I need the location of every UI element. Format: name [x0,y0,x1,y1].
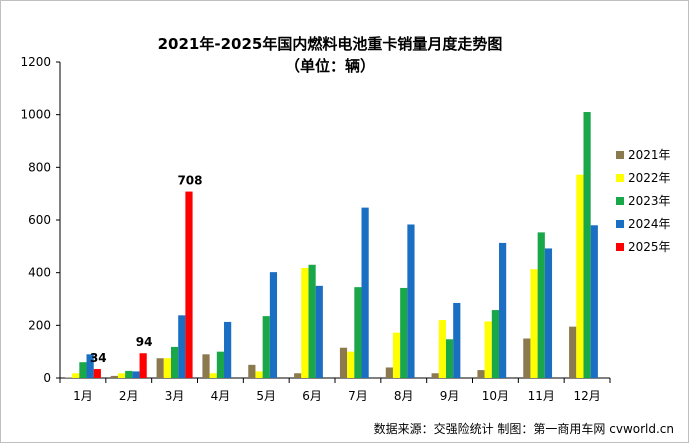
y-axis: 0 200 400 600 800 1000 1200 [20,55,61,385]
y-tick-label: 1200 [20,55,51,69]
x-tick-label: 3月 [165,389,185,403]
legend-swatch [616,174,624,182]
bar [347,351,355,378]
bar [544,248,553,378]
legend-label: 2025年 [628,240,671,254]
legend-label: 2021年 [628,148,671,162]
bar [361,207,369,378]
bar [248,364,256,378]
data-label: 94 [136,335,153,349]
data-label: 708 [177,174,202,188]
bar [79,362,87,378]
x-tick-label: 11月 [528,389,555,403]
data-label: 34 [90,351,107,365]
bar [569,326,577,378]
bar [262,316,270,378]
bar [156,358,164,378]
bar [407,224,415,378]
bar [477,370,485,378]
source-note: 数据来源：交强险统计 制图：第一商用车网 cvworld.cn [374,421,674,436]
bar [163,358,171,378]
bar [530,269,538,378]
chart-subtitle: （单位：辆） [285,57,375,75]
bar [117,373,126,378]
y-tick-label: 800 [28,160,51,174]
bar [438,320,446,378]
bar [308,264,316,378]
bar [315,285,323,378]
x-tick-label: 2月 [119,389,139,403]
bar [392,332,401,378]
bar [484,321,492,378]
x-axis: 1月 2月 3月 4月 5月 6月 7月 8月 9月 10月 11月 12月 [59,377,611,403]
bar [93,369,101,378]
bar [491,310,500,378]
bar [139,353,147,378]
bar [301,267,309,378]
legend-label: 2023年 [628,194,671,208]
bar [499,242,507,378]
legend-label: 2022年 [628,171,671,185]
bar [453,302,461,378]
bar [431,373,439,378]
bar [185,191,193,378]
x-tick-label: 12月 [573,389,600,403]
y-tick-label: 600 [28,213,51,227]
x-tick-label: 8月 [394,389,414,403]
legend-swatch [616,151,624,159]
y-tick-label: 200 [28,318,51,332]
bar [224,321,232,378]
legend-swatch [616,243,624,251]
bar [72,373,80,378]
y-tick-label: 400 [28,266,51,280]
bar [216,351,225,378]
legend-label: 2024年 [628,217,671,231]
bar [255,371,263,378]
y-tick-label: 1000 [20,108,51,122]
x-tick-label: 1月 [73,389,93,403]
data-labels: 34 94 708 [90,174,203,365]
bar [86,354,94,378]
bars [64,112,598,379]
bar [590,225,598,378]
bar [339,347,348,378]
legend-swatch [616,197,624,205]
bar [110,375,118,378]
y-tick-label: 0 [43,371,51,385]
bar [64,377,73,378]
x-tick-label: 5月 [256,389,276,403]
bar [170,346,179,378]
chart-title: 2021年-2025年国内燃料电池重卡销量月度走势图 [158,35,503,53]
bar [400,287,408,378]
bar [178,315,186,378]
bar [125,370,133,378]
bar [576,174,584,378]
bar [537,232,545,378]
bar [523,338,531,378]
bar [132,371,140,378]
bar [354,287,362,378]
bar [445,339,454,378]
bar [209,373,217,378]
bar [385,367,393,378]
x-tick-label: 9月 [440,389,460,403]
bar [583,112,591,379]
bar [294,373,302,378]
legend-swatch [616,220,624,228]
x-tick-label: 6月 [302,389,322,403]
x-tick-label: 4月 [211,389,231,403]
bar [202,354,210,378]
legend: 2021年 2022年 2023年 2024年 2025年 [616,148,671,254]
x-tick-label: 10月 [482,389,509,403]
bar [269,272,278,378]
x-tick-label: 7月 [348,389,368,403]
